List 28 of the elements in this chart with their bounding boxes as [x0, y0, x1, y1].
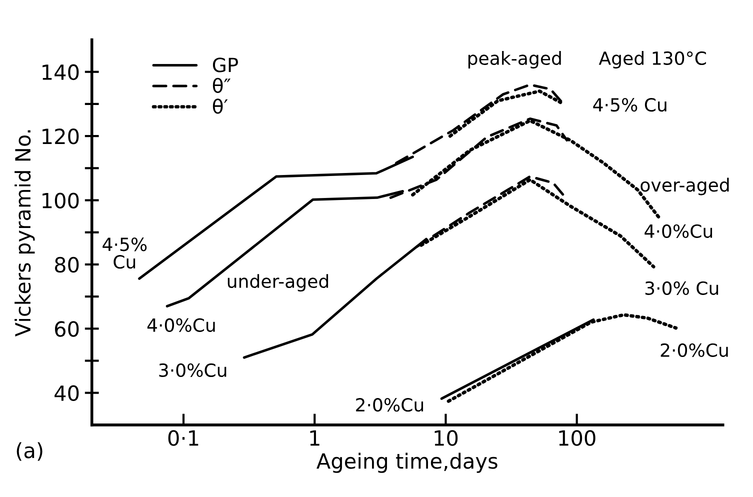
y-tick-label: 60 — [55, 321, 79, 337]
x-tick-label: 100 — [559, 430, 596, 446]
y-tick-label: 140 — [42, 64, 79, 80]
x-axis-title: Ageing time,days — [316, 452, 498, 473]
annotation: 4·5% Cu — [593, 98, 666, 112]
annotation: 4·5% Cu — [102, 238, 147, 269]
annotation: 2·0%Cu — [356, 398, 424, 412]
x-tick-label: 10 — [434, 430, 458, 446]
annotation: 4·0%Cu — [644, 224, 712, 238]
text: (a) — [16, 442, 42, 461]
x-tick-label: 0·1 — [168, 430, 198, 446]
annotation: 2·0%Cu — [660, 343, 728, 357]
annotation: under-aged — [228, 274, 328, 292]
x-tick-label: 1 — [310, 430, 320, 446]
legend-label: θ″ — [212, 78, 231, 94]
annotation: over-aged — [640, 178, 729, 196]
y-tick-label: 40 — [54, 385, 79, 402]
annotation: 3·0%Cu — [159, 363, 226, 378]
annotation: Aged 130°C — [598, 51, 706, 69]
y-axis-title: Vickers pyramid No. — [14, 130, 35, 336]
legend-label: GP — [212, 58, 238, 72]
y-tick-label: 120 — [42, 128, 79, 144]
annotation: peak-aged — [468, 51, 561, 69]
annotation: 4·0%Cu — [147, 318, 215, 332]
y-tick-label: 80 — [54, 256, 79, 273]
annotation: 3·0% Cu — [645, 281, 718, 295]
legend-label: θ′ — [212, 98, 228, 114]
y-tick-label: 100 — [42, 192, 79, 208]
